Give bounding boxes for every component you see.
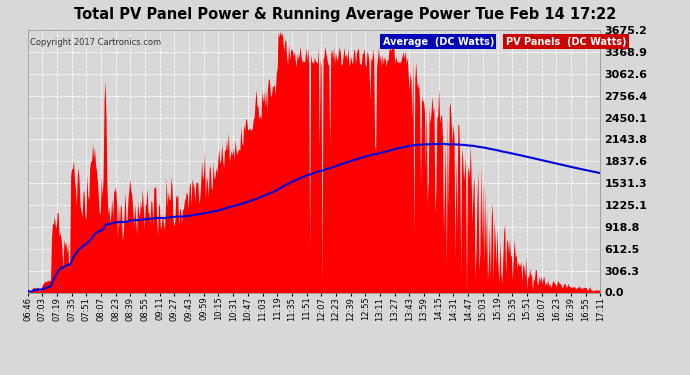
- Text: Copyright 2017 Cartronics.com: Copyright 2017 Cartronics.com: [30, 38, 161, 47]
- Text: Average  (DC Watts): Average (DC Watts): [383, 37, 494, 46]
- Text: PV Panels  (DC Watts): PV Panels (DC Watts): [506, 37, 627, 46]
- Text: Total PV Panel Power & Running Average Power Tue Feb 14 17:22: Total PV Panel Power & Running Average P…: [74, 8, 616, 22]
